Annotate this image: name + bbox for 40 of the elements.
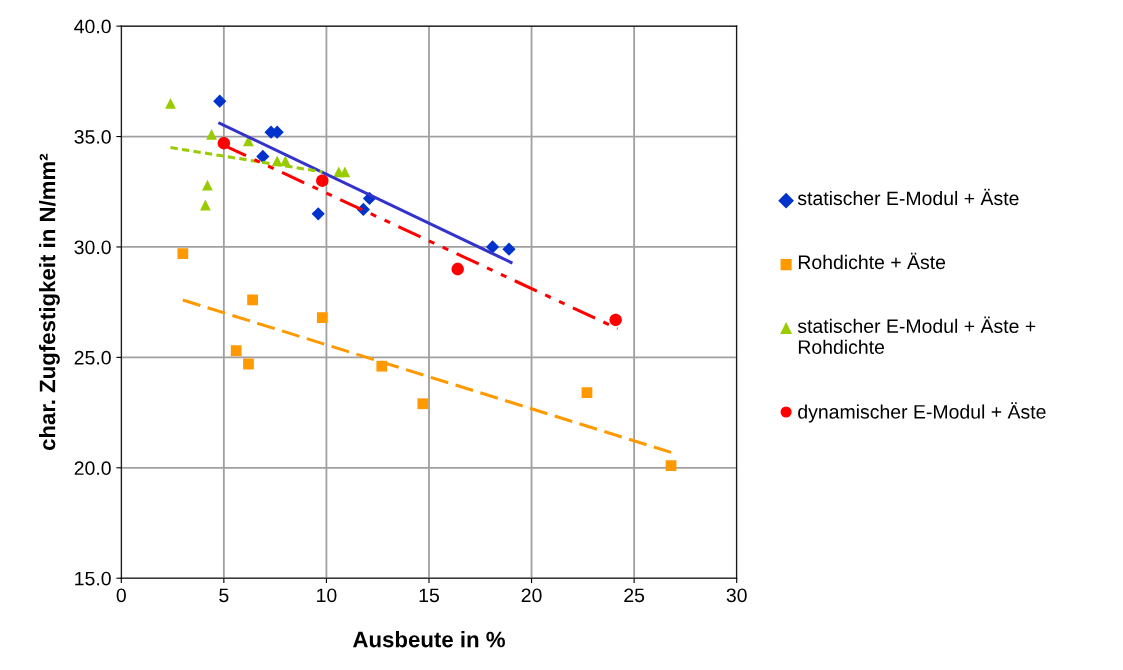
point (247, 294, 258, 306)
y-tick-label: 40.0 (74, 19, 111, 34)
point (485, 240, 500, 254)
legend-label: dynamischer E-Modul + Äste (798, 402, 1046, 423)
point (451, 262, 464, 276)
legend-label: statischer E-Modul + Äste + Rohdichte (797, 316, 1036, 354)
x-tick-label: 15 (419, 588, 439, 603)
point (206, 128, 217, 140)
y-tick-label: 35.0 (74, 130, 111, 144)
point (311, 207, 325, 221)
legend-label: statischer E-Modul + Äste (797, 188, 1019, 206)
y-tick-label: 15.0 (75, 571, 111, 586)
point (243, 358, 254, 370)
point (213, 94, 227, 108)
y-tick-label: 30.0 (74, 240, 111, 255)
x-axis-title: Ausbeute in % (352, 631, 505, 648)
y-axis-title: char. Zugfestigkeit in N/mm² (39, 153, 60, 451)
legend-label: Rohdichte + Äste (798, 252, 946, 270)
x-tick-label: 20 (521, 588, 542, 603)
point (417, 398, 429, 410)
y-tick-label: 20.0 (74, 461, 111, 476)
y-tick-label: 25.0 (74, 350, 111, 365)
point (581, 387, 593, 399)
point (256, 149, 270, 164)
point (665, 460, 677, 471)
point (177, 248, 189, 259)
point (316, 312, 328, 324)
point (230, 345, 242, 357)
point (339, 166, 351, 178)
point (200, 199, 211, 211)
x-tick-label: 0 (116, 588, 126, 603)
x-tick-label: 10 (317, 588, 337, 603)
x-tick-label: 30 (726, 588, 747, 603)
x-tick-label: 25 (624, 588, 645, 603)
point (316, 174, 329, 187)
point (165, 98, 176, 109)
x-tick-label: 5 (219, 588, 229, 603)
point (609, 313, 622, 327)
point (202, 179, 213, 191)
point (502, 242, 516, 256)
